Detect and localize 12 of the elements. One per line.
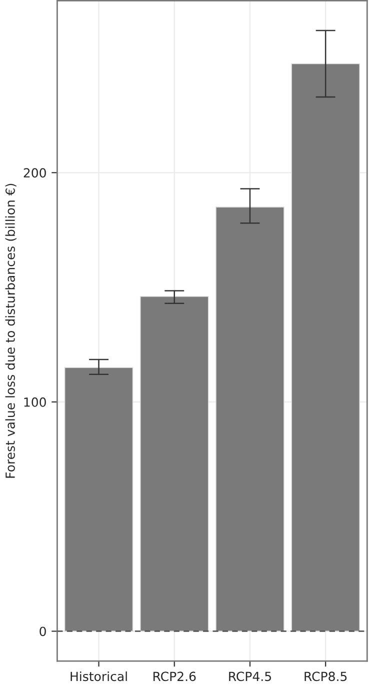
bar: [216, 206, 284, 632]
y-tick-label: 100: [24, 397, 46, 407]
y-tick-label: 0: [40, 626, 46, 636]
x-tick-label: Historical: [70, 671, 127, 682]
y-tick-label: 200: [24, 168, 46, 178]
x-tick-label: RCP4.5: [229, 672, 271, 682]
bar: [291, 63, 360, 632]
y-axis-title: Forest value loss due to disturbances (billion €): [5, 184, 16, 478]
x-tick-label: RCP2.6: [154, 672, 196, 682]
bar: [64, 367, 134, 632]
x-tick-label: RCP8.5: [304, 672, 347, 682]
bar: [140, 296, 209, 632]
